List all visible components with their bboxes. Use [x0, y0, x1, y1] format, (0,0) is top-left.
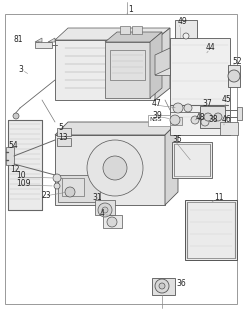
Text: 3: 3: [18, 66, 23, 75]
Text: 36: 36: [176, 279, 186, 289]
Circle shape: [65, 187, 75, 197]
Text: 35: 35: [172, 135, 182, 145]
Text: 38: 38: [208, 116, 218, 124]
Bar: [110, 50, 145, 80]
Bar: [148, 115, 170, 126]
Text: 52: 52: [232, 58, 242, 67]
Bar: [132, 26, 142, 34]
Circle shape: [228, 70, 240, 82]
Text: 45: 45: [222, 95, 232, 105]
Circle shape: [214, 113, 222, 121]
Bar: [228, 65, 240, 87]
Text: 109: 109: [16, 180, 30, 188]
Polygon shape: [220, 122, 238, 135]
Polygon shape: [95, 200, 115, 215]
Bar: [175, 20, 197, 52]
Circle shape: [184, 104, 192, 112]
Text: 39: 39: [152, 110, 162, 119]
Polygon shape: [48, 38, 55, 42]
Polygon shape: [170, 38, 230, 135]
Circle shape: [204, 113, 212, 121]
Circle shape: [191, 116, 199, 124]
Polygon shape: [35, 42, 52, 48]
Circle shape: [53, 174, 61, 182]
Text: 49: 49: [178, 18, 188, 27]
Text: 48: 48: [196, 114, 206, 123]
Text: 12: 12: [10, 165, 20, 174]
Text: 54: 54: [8, 140, 18, 149]
Bar: [57, 138, 71, 146]
Text: 13: 13: [58, 133, 68, 142]
Text: 10: 10: [16, 172, 26, 180]
Polygon shape: [185, 200, 237, 260]
Text: 46: 46: [222, 116, 232, 124]
Polygon shape: [155, 28, 170, 100]
Circle shape: [54, 183, 60, 189]
Text: 37: 37: [202, 99, 212, 108]
Polygon shape: [150, 32, 162, 98]
Text: 23: 23: [42, 190, 52, 199]
Polygon shape: [155, 48, 170, 75]
Circle shape: [183, 33, 189, 39]
Polygon shape: [55, 28, 170, 40]
Polygon shape: [35, 38, 42, 42]
Polygon shape: [152, 278, 175, 295]
Circle shape: [103, 156, 127, 180]
Circle shape: [107, 217, 117, 227]
Circle shape: [98, 203, 112, 217]
Bar: [155, 55, 170, 75]
Circle shape: [155, 279, 169, 293]
Text: 47: 47: [152, 100, 162, 108]
Polygon shape: [8, 120, 42, 210]
Polygon shape: [200, 106, 225, 128]
Text: 1: 1: [128, 5, 133, 14]
Polygon shape: [105, 42, 150, 98]
Polygon shape: [103, 215, 122, 228]
Text: 31: 31: [92, 194, 102, 203]
Circle shape: [170, 115, 180, 125]
Polygon shape: [105, 32, 162, 42]
Polygon shape: [172, 142, 212, 178]
Polygon shape: [55, 40, 155, 100]
Circle shape: [159, 283, 165, 289]
Text: 44: 44: [206, 44, 216, 52]
Bar: [57, 128, 71, 136]
Polygon shape: [58, 175, 100, 202]
Circle shape: [201, 118, 209, 126]
Bar: [237, 107, 242, 120]
Polygon shape: [55, 122, 178, 135]
Text: 81: 81: [14, 36, 23, 44]
Text: 4: 4: [100, 210, 105, 219]
Text: 11: 11: [214, 194, 224, 203]
Bar: [6, 147, 14, 165]
Polygon shape: [165, 122, 178, 205]
Circle shape: [87, 140, 143, 196]
Circle shape: [173, 103, 183, 113]
Text: NSS: NSS: [149, 117, 162, 122]
Polygon shape: [55, 135, 165, 205]
Bar: [170, 117, 182, 125]
Circle shape: [13, 113, 19, 119]
Bar: [62, 178, 84, 196]
Text: 5: 5: [58, 123, 63, 132]
Circle shape: [102, 207, 108, 213]
Bar: [120, 26, 130, 34]
